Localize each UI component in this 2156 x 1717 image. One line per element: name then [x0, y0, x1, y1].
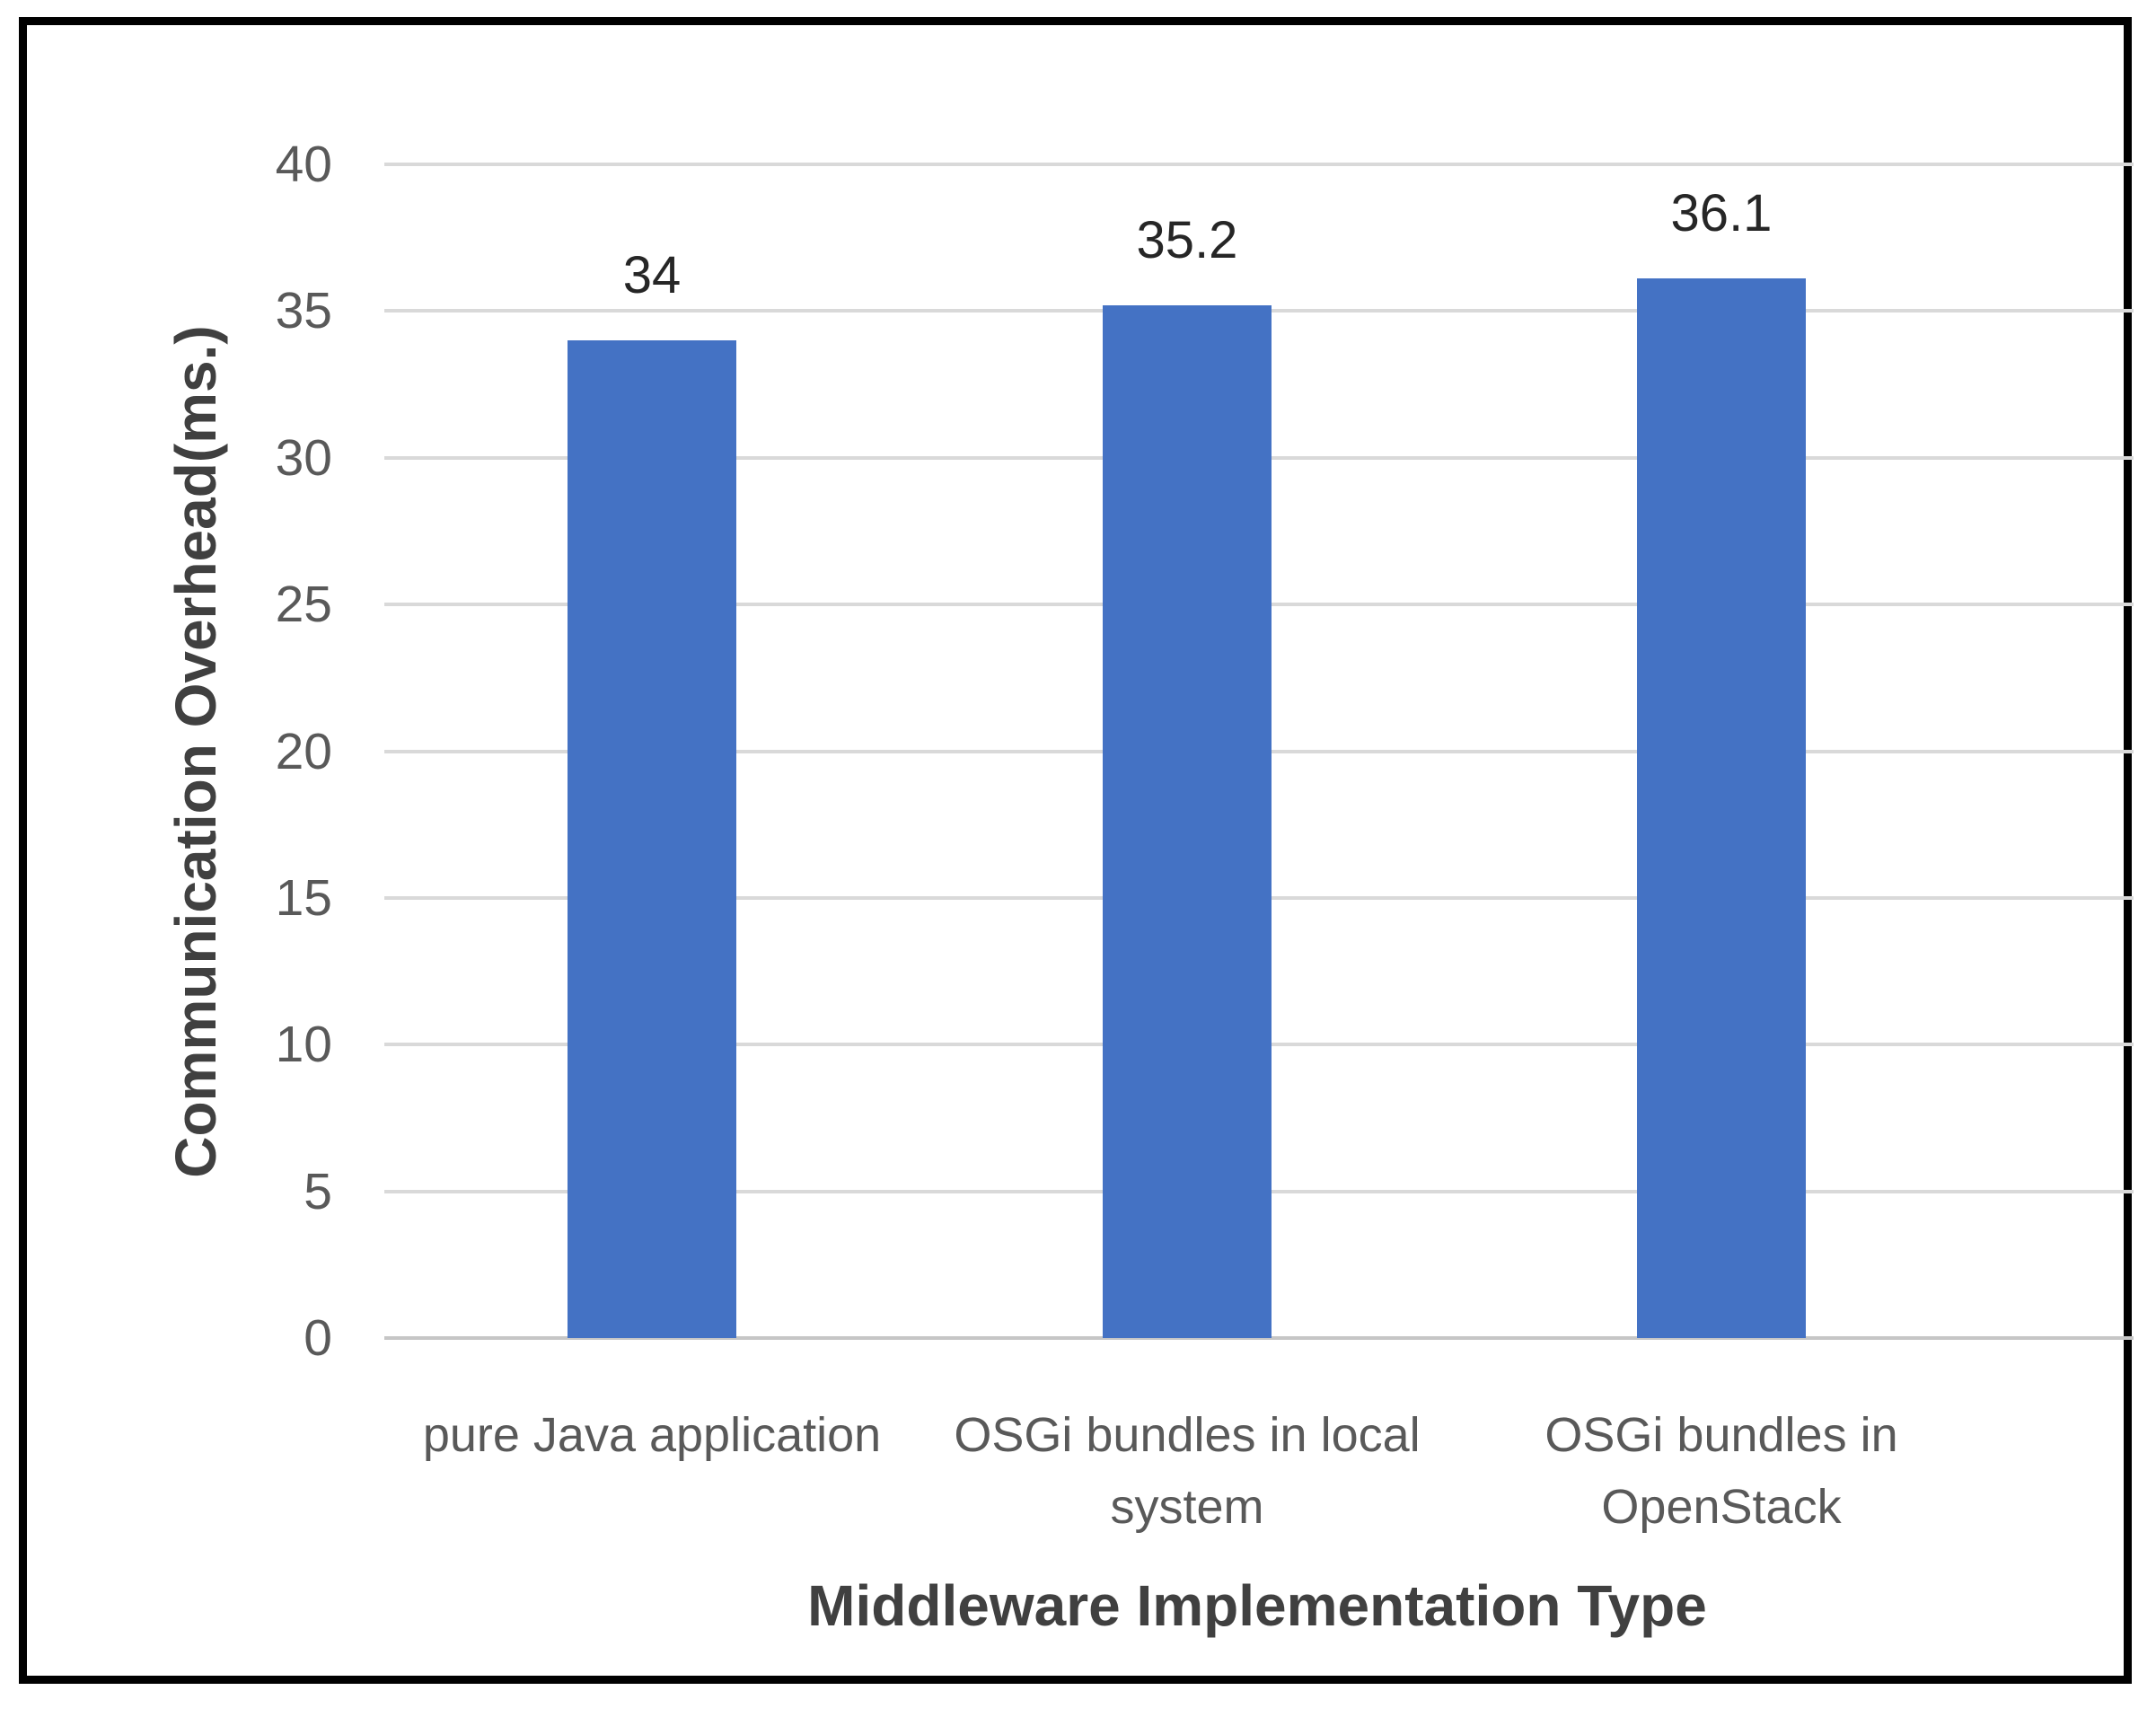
bar-value-label: 36.1 [1670, 184, 1773, 243]
y-tick-label: 30 [275, 428, 332, 487]
bar [568, 340, 736, 1338]
y-tick-label: 10 [275, 1016, 332, 1074]
y-tick-label: 25 [275, 576, 332, 634]
x-axis-title: Middleware Implementation Type [807, 1573, 1707, 1638]
bar-value-label: 34 [622, 246, 682, 305]
y-tick-label: 20 [275, 722, 332, 780]
x-category-label: OSGi bundles in local system [954, 1408, 1421, 1534]
x-category-label: OSGi bundles in OpenStack [1544, 1408, 1898, 1534]
y-tick-label: 35 [275, 282, 332, 340]
bar [1637, 278, 1806, 1338]
gridline [384, 163, 2134, 166]
y-tick-label: 40 [275, 136, 332, 193]
x-axis-line [384, 1336, 2134, 1340]
bar [1103, 304, 1272, 1338]
y-tick-label: 5 [304, 1162, 332, 1220]
x-category-label: pure Java application [422, 1408, 882, 1462]
y-tick-label: 15 [275, 868, 332, 927]
bar-value-label: 35.2 [1136, 210, 1238, 269]
y-tick-label: 0 [304, 1309, 332, 1367]
y-axis-title: Communication Overhead(ms.) [163, 325, 228, 1178]
